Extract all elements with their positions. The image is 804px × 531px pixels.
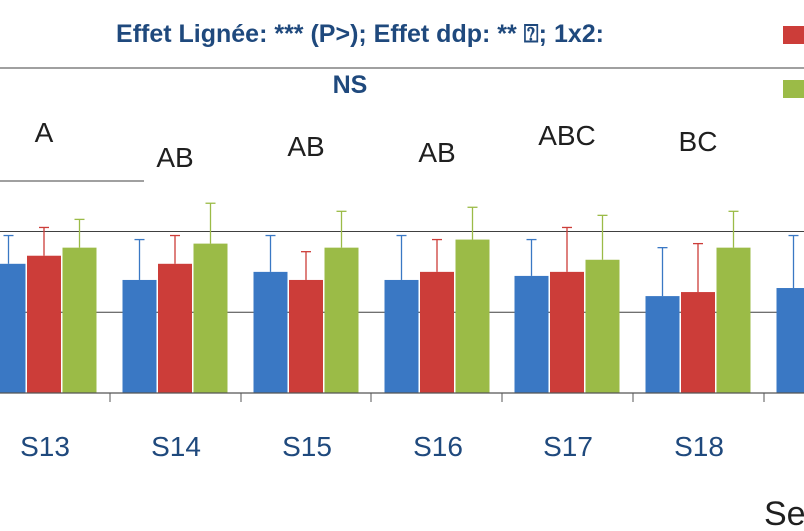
group-letter: AB — [156, 142, 193, 173]
x-tick-label: S16 — [413, 431, 463, 462]
x-axis-title: Se — [764, 495, 804, 531]
bar — [384, 279, 419, 393]
bar — [27, 255, 61, 393]
bar — [645, 296, 680, 393]
bar — [776, 288, 804, 393]
group-letters: A AB AB AB ABC BC — [35, 117, 718, 173]
bar — [420, 271, 454, 393]
x-tick-label: S15 — [282, 431, 332, 462]
group-letter: ABC — [538, 120, 596, 151]
bar — [716, 247, 751, 393]
x-tick-labels: S13S14S15S16S17S18S — [20, 431, 724, 462]
bar — [514, 275, 549, 393]
x-axis — [0, 392, 804, 402]
bar — [550, 271, 584, 393]
bar — [455, 239, 490, 393]
chart-title-line2: NS — [333, 71, 368, 99]
group-letter: AB — [418, 137, 455, 168]
group-letter: BC — [679, 126, 718, 157]
bar — [681, 292, 715, 393]
x-tick-label: S13 — [20, 431, 70, 462]
group-letter: AB — [287, 131, 324, 162]
legend — [783, 26, 804, 98]
chart-title-line1: Effet Lignée: *** (P>); Effet ddp: ** ⍰;… — [116, 20, 604, 48]
bar — [158, 263, 192, 393]
bar — [193, 243, 228, 393]
bar — [253, 271, 288, 393]
legend-swatch — [783, 26, 804, 44]
bar — [62, 247, 97, 393]
bars — [0, 202, 804, 393]
bar — [122, 279, 157, 393]
x-tick-label: S17 — [543, 431, 593, 462]
x-tick-label: S14 — [151, 431, 201, 462]
group-letter: A — [35, 117, 54, 148]
bar — [585, 259, 620, 393]
bar — [0, 263, 26, 393]
legend-swatch — [783, 80, 804, 98]
x-tick-label: S18 — [674, 431, 724, 462]
bar — [324, 247, 359, 393]
bar — [289, 279, 323, 393]
